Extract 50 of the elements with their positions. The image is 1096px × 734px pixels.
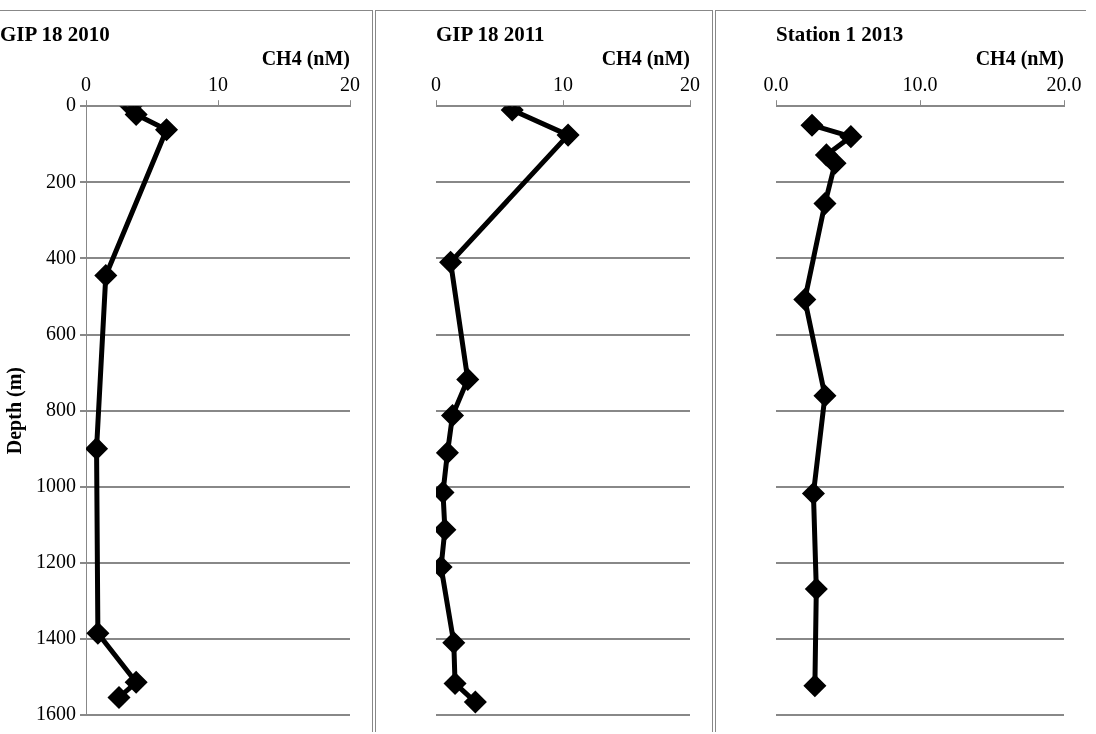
x-tick-label: 0 xyxy=(431,73,441,96)
y-tick-label: 1000 xyxy=(36,473,76,496)
x-axis-title: CH4 (nM) xyxy=(601,47,690,71)
point xyxy=(436,519,456,541)
point xyxy=(814,193,836,215)
x-tick-label: 10.0 xyxy=(902,73,938,96)
chart-title: GIP 18 2010 xyxy=(0,22,110,47)
y-tick-label: 1400 xyxy=(36,626,76,649)
point xyxy=(87,622,109,644)
point xyxy=(457,368,479,390)
point xyxy=(156,119,178,141)
x-tick-label: 10 xyxy=(553,73,573,96)
point xyxy=(444,672,466,694)
point xyxy=(804,675,826,697)
point xyxy=(108,687,130,708)
x-tick-label: 20 xyxy=(340,73,360,96)
y-tick-label: 0 xyxy=(66,93,76,116)
point xyxy=(802,483,824,505)
point xyxy=(440,251,462,273)
x-tick-label: 20 xyxy=(680,73,700,96)
x-tick-label: 0 xyxy=(81,73,91,96)
y-tick-label: 800 xyxy=(46,397,76,420)
point xyxy=(824,152,846,174)
point xyxy=(95,265,117,287)
y-tick-label: 600 xyxy=(46,321,76,344)
x-tick-label: 0.0 xyxy=(763,73,789,96)
x-axis-title: CH4 (nM) xyxy=(975,47,1064,71)
point xyxy=(86,438,108,460)
point xyxy=(443,632,465,654)
y-tick-label: 1200 xyxy=(36,550,76,573)
point xyxy=(442,405,464,427)
point xyxy=(436,442,458,464)
x-tick-label: 20.0 xyxy=(1046,73,1082,96)
point xyxy=(805,578,827,600)
point xyxy=(840,126,862,148)
point xyxy=(814,385,836,407)
y-axis-title: Depth (m) xyxy=(3,366,27,455)
chart-title: Station 1 2013 xyxy=(776,22,904,47)
point xyxy=(125,106,147,126)
y-tick-label: 200 xyxy=(46,169,76,192)
point xyxy=(125,671,147,693)
y-tick-label: 1600 xyxy=(36,702,76,725)
point xyxy=(464,691,486,713)
x-axis-title: CH4 (nM) xyxy=(261,47,350,71)
chart-title: GIP 18 2011 xyxy=(436,22,545,47)
point xyxy=(557,124,579,146)
point xyxy=(794,288,816,310)
point xyxy=(801,114,823,136)
x-tick-label: 10 xyxy=(208,73,228,96)
y-tick-label: 400 xyxy=(46,245,76,268)
